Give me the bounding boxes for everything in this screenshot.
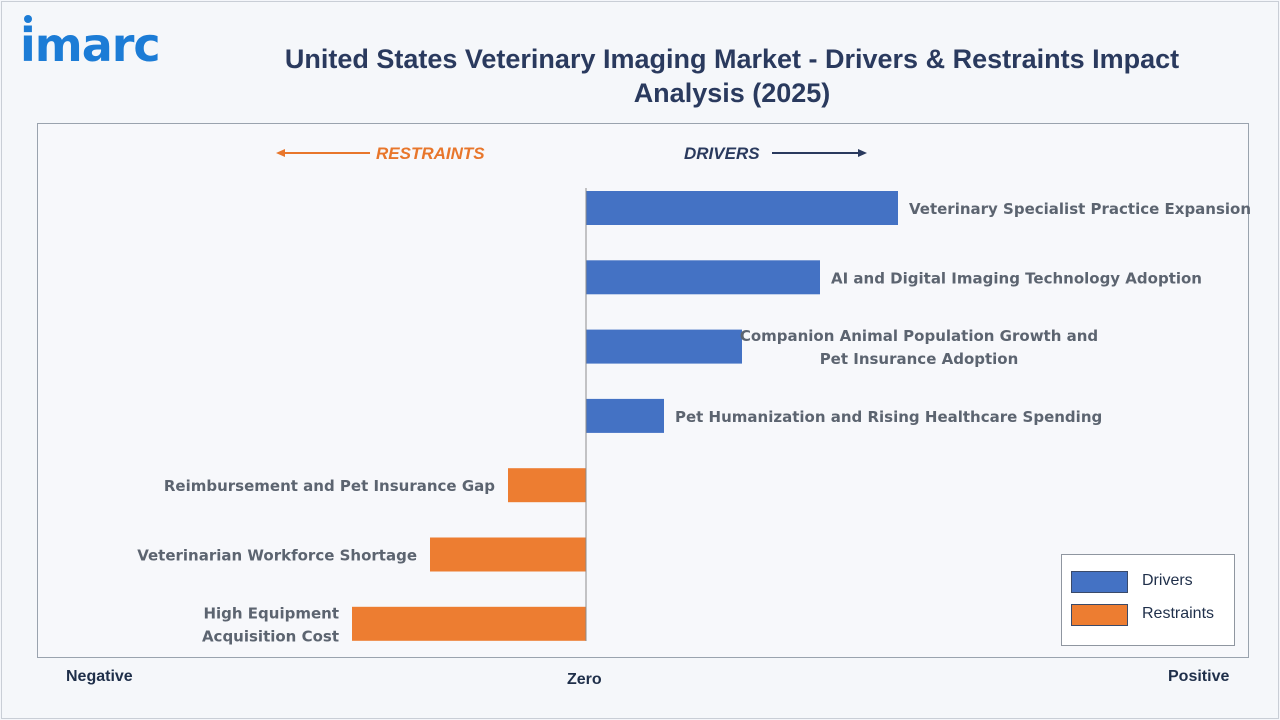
driver-label-2: Companion Animal Population Growth and Pe… (740, 327, 1098, 368)
restraint-label-6: High Equipment Acquisition Cost (202, 604, 339, 645)
driver-label-1: AI and Digital Imaging Technology Adopti… (831, 269, 1202, 287)
driver-label-line-0-0: Veterinary Specialist Practice Expansion (909, 200, 1250, 218)
chart-title: United States Veterinary Imaging Market … (284, 44, 1180, 108)
driver-label-3: Pet Humanization and Rising Healthcare S… (675, 408, 1102, 426)
driver-label-line-1-0: AI and Digital Imaging Technology Adopti… (831, 269, 1202, 287)
negative-axis-label: Negative (66, 668, 133, 685)
driver-bar-3 (586, 398, 664, 433)
legend-swatch-drivers (1071, 571, 1128, 593)
imarc-logo: imarc (20, 18, 161, 72)
restraint-bar-6 (352, 606, 586, 641)
driver-label-line-2-0: Companion Animal Population Growth and (740, 327, 1098, 345)
legend-label-drivers: Drivers (1142, 572, 1193, 589)
chart-svg: Veterinary Specialist Practice Expansion… (137, 188, 1250, 645)
restraint-bar-4 (508, 468, 586, 503)
legend-swatch-restraints (1071, 604, 1128, 626)
restraint-label-4: Reimbursement and Pet Insurance Gap (164, 477, 495, 495)
driver-bar-2 (586, 329, 742, 364)
positive-axis-label: Positive (1168, 668, 1230, 685)
driver-bar-0 (586, 191, 898, 225)
plot-area: Veterinary Specialist Practice Expansion… (37, 123, 1250, 658)
drivers-direction-label: DRIVERS (684, 144, 760, 163)
driver-label-line-2-1: Pet Insurance Adoption (820, 350, 1019, 368)
logo-dot (24, 15, 32, 23)
restraint-label-line-4-0: Reimbursement and Pet Insurance Gap (164, 477, 495, 495)
legend-label-restraints: Restraints (1142, 605, 1215, 622)
restraint-bar-5 (430, 537, 586, 572)
restraint-label-line-6-0: High Equipment (203, 604, 339, 622)
driver-bar-1 (586, 260, 820, 295)
driver-label-0: Veterinary Specialist Practice Expansion (909, 200, 1250, 218)
restraint-label-5: Veterinarian Workforce Shortage (137, 547, 417, 565)
driver-label-line-3-0: Pet Humanization and Rising Healthcare S… (675, 408, 1102, 426)
restraints-direction-label: RESTRAINTS (376, 144, 485, 163)
chart-legend: Drivers Restraints (1061, 554, 1235, 646)
zero-axis-label: Zero (567, 671, 602, 688)
restraint-label-line-5-0: Veterinarian Workforce Shortage (137, 547, 417, 565)
restraint-label-line-6-1: Acquisition Cost (202, 627, 339, 645)
